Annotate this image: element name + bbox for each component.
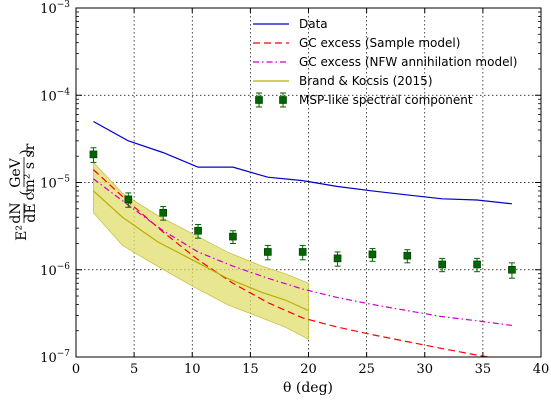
x-tick-label: 30 <box>416 362 433 377</box>
x-tick-label: 25 <box>358 362 375 377</box>
data-point <box>403 251 412 260</box>
y-label-unit-num: GeV <box>8 157 24 187</box>
band-brand-kocsis-2015 <box>93 161 309 340</box>
x-tick-label: 5 <box>130 362 138 377</box>
y-label-unit-den: cm² s sr <box>22 143 38 200</box>
axis-ticks <box>75 7 542 358</box>
data-point <box>89 150 98 159</box>
x-axis-label: θ (deg) <box>283 380 333 396</box>
grid-lines <box>76 8 541 357</box>
x-tick-label: 40 <box>533 362 550 377</box>
y-tick-label: 10−3 <box>40 0 70 17</box>
legend-label-data: Data <box>299 17 328 31</box>
points-layer <box>89 147 516 279</box>
y-tick-label: 10−4 <box>40 87 70 104</box>
data-point <box>264 248 272 256</box>
data-point <box>333 254 342 263</box>
y-label-deriv-num: dN <box>8 202 24 223</box>
svg-text:(: ( <box>18 190 34 195</box>
legend-label-gc-excess-nfw-annihilation-model: GC excess (NFW annihilation model) <box>299 55 517 69</box>
legend: Data GC excess (Sample model) GC excess (N… <box>253 17 517 108</box>
y-label-prefix: E² <box>14 225 30 241</box>
data-point <box>124 195 133 204</box>
x-tick-label: 35 <box>475 362 492 377</box>
series-line-data <box>93 120 513 205</box>
legend-marker <box>255 96 263 104</box>
data-point <box>194 226 202 235</box>
y-tick-label: 10−6 <box>40 262 70 279</box>
svg-text:): ) <box>18 149 34 154</box>
legend-label-gc-excess-sample-model: GC excess (Sample model) <box>299 36 460 50</box>
tick-labels: 0 5 10 15 20 25 30 35 40 10−7 10−6 10−5 10−4 10−3 <box>40 0 549 377</box>
x-tick-label: 15 <box>242 362 259 377</box>
x-tick-label: 10 <box>184 362 201 377</box>
legend-marker <box>279 96 287 104</box>
x-tick-label: 20 <box>300 362 317 377</box>
series-layer <box>93 120 513 357</box>
y-axis-label: E² dN dE ( GeV cm² s sr ) <box>8 143 39 240</box>
y-label-deriv-den: dE <box>23 203 39 222</box>
data-point <box>159 208 167 217</box>
data-point <box>508 265 516 274</box>
band-layer <box>93 161 309 340</box>
y-tick-label: 10−5 <box>40 175 70 192</box>
data-point <box>229 232 237 241</box>
data-point <box>438 260 446 269</box>
series-line-brand-kocsis-2015 <box>93 190 309 312</box>
legend-label-msp-like-spectral-component: MSP-like spectral component <box>299 93 473 107</box>
data-point <box>368 250 377 259</box>
series-line-gc-excess-sample-model <box>93 169 492 357</box>
series-line-gc-excess-nfw-annihilation-model <box>93 178 513 327</box>
y-tick-label: 10−7 <box>40 349 70 366</box>
legend-label-brand-kocsis-2015: Brand & Kocsis (2015) <box>299 74 433 88</box>
data-point <box>298 248 307 256</box>
x-tick-label: 0 <box>72 362 80 377</box>
data-point <box>473 260 481 269</box>
